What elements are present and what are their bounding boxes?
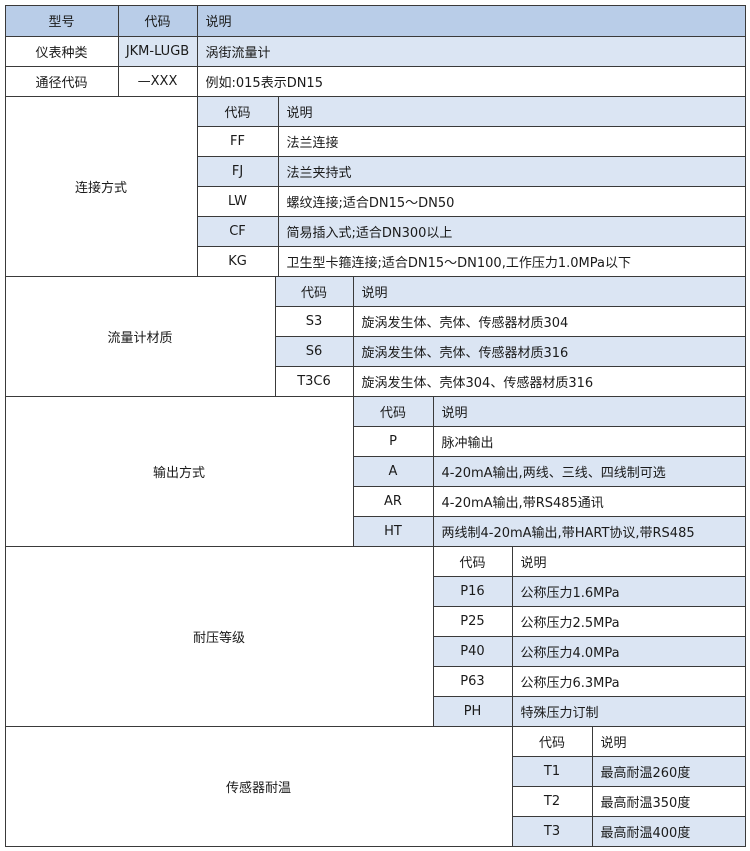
row-label: 通径代码: [4, 65, 119, 97]
option-desc: 公称压力4.0MPa: [511, 635, 746, 667]
option-code: S3: [274, 305, 354, 337]
section-label: 输出方式: [4, 395, 354, 547]
desc-header: 说明: [277, 95, 746, 127]
option-desc: 两线制4-20mA输出,带HART协议,带RS485: [432, 515, 746, 547]
option-desc: 公称压力2.5MPa: [511, 605, 746, 637]
option-desc: 法兰夹持式: [277, 155, 746, 187]
option-desc: 旋涡发生体、壳体、传感器材质304: [352, 305, 746, 337]
row-code: JKM-LUGB: [117, 35, 198, 67]
option-code: A: [352, 455, 434, 487]
option-desc: 最高耐温260度: [591, 755, 746, 787]
option-desc: 旋涡发生体、壳体、传感器材质316: [352, 335, 746, 367]
header-code: 代码: [117, 4, 198, 37]
option-desc: 公称压力1.6MPa: [511, 575, 746, 607]
option-code: P16: [432, 575, 513, 607]
option-code: CF: [196, 215, 279, 247]
header-desc: 说明: [196, 4, 746, 37]
option-desc: 4-20mA输出,带RS485通讯: [432, 485, 746, 517]
option-code: P25: [432, 605, 513, 637]
option-code: PH: [432, 695, 513, 727]
code-header: 代码: [432, 545, 513, 577]
option-desc: 螺纹连接;适合DN15～DN50: [277, 185, 746, 217]
option-code: T3C6: [274, 365, 354, 397]
row-desc: 涡街流量计: [196, 35, 746, 67]
option-desc: 4-20mA输出,两线、三线、四线制可选: [432, 455, 746, 487]
code-header: 代码: [196, 95, 279, 127]
code-header: 代码: [274, 275, 354, 307]
option-code: T3: [511, 815, 593, 847]
option-desc: 卫生型卡箍连接;适合DN15～DN100,工作压力1.0MPa以下: [277, 245, 746, 277]
option-desc: 旋涡发生体、壳体304、传感器材质316: [352, 365, 746, 397]
option-code: AR: [352, 485, 434, 517]
option-code: T1: [511, 755, 593, 787]
option-desc: 法兰连接: [277, 125, 746, 157]
option-code: HT: [352, 515, 434, 547]
desc-header: 说明: [591, 725, 746, 757]
option-code: FJ: [196, 155, 279, 187]
option-code: P63: [432, 665, 513, 697]
option-code: LW: [196, 185, 279, 217]
option-code: P40: [432, 635, 513, 667]
desc-header: 说明: [511, 545, 746, 577]
section-label: 传感器耐温: [4, 725, 513, 847]
section-label: 流量计材质: [4, 275, 276, 397]
row-desc: 例如:015表示DN15: [196, 65, 746, 97]
desc-header: 说明: [432, 395, 746, 427]
header-model: 型号: [4, 4, 119, 37]
option-code: KG: [196, 245, 279, 277]
option-desc: 简易插入式;适合DN300以上: [277, 215, 746, 247]
desc-header: 说明: [352, 275, 746, 307]
option-desc: 最高耐温400度: [591, 815, 746, 847]
option-desc: 最高耐温350度: [591, 785, 746, 817]
row-label: 仪表种类: [4, 35, 119, 67]
option-code: T2: [511, 785, 593, 817]
code-header: 代码: [352, 395, 434, 427]
code-header: 代码: [511, 725, 593, 757]
option-desc: 特殊压力订制: [511, 695, 746, 727]
option-code: S6: [274, 335, 354, 367]
section-label: 连接方式: [4, 95, 198, 277]
option-code: FF: [196, 125, 279, 157]
row-code: —XXX: [117, 65, 198, 97]
option-desc: 脉冲输出: [432, 425, 746, 457]
section-label: 耐压等级: [4, 545, 434, 727]
option-code: P: [352, 425, 434, 457]
option-desc: 公称压力6.3MPa: [511, 665, 746, 697]
